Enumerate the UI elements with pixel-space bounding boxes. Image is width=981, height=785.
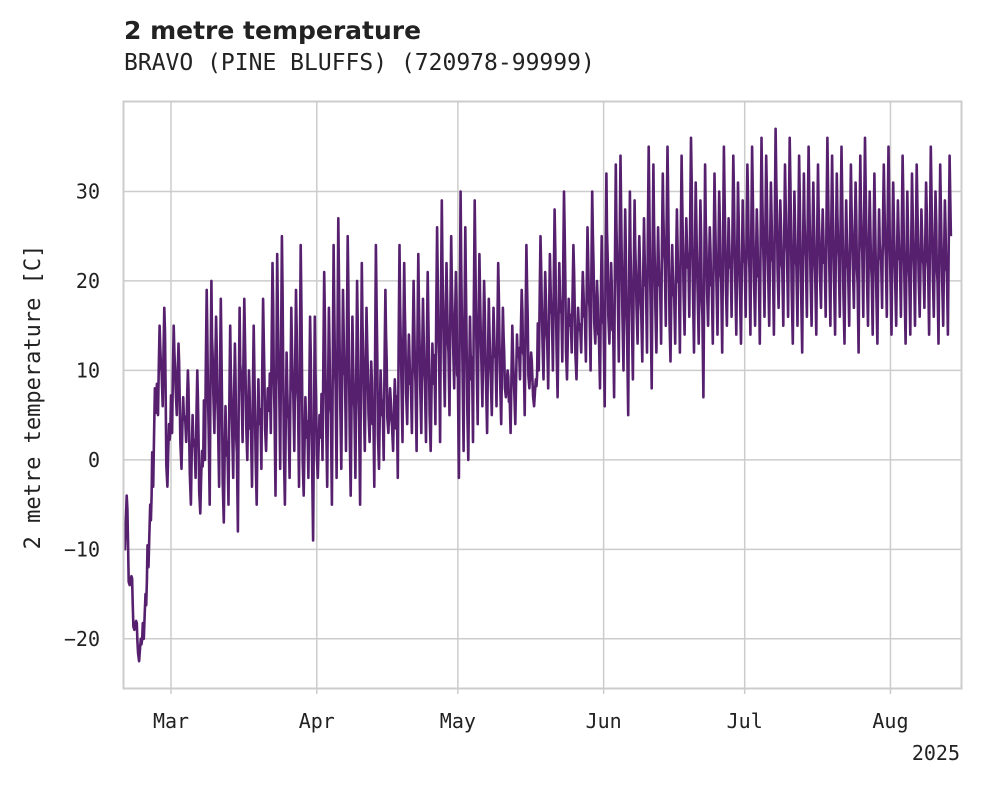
x-tick-label: Mar	[153, 709, 189, 733]
y-tick-label: −10	[64, 537, 100, 561]
chart-subtitle: BRAVO (PINE BLUFFS) (720978-99999)	[124, 50, 595, 76]
x-tick-label: Aug	[872, 709, 908, 733]
y-tick-label: −20	[64, 627, 100, 651]
x-tick-label: Apr	[299, 709, 335, 733]
y-tick-label: 10	[76, 358, 100, 382]
temperature-series-line	[122, 127, 953, 663]
y-tick-label: 30	[76, 179, 100, 203]
y-tick-label: 0	[88, 448, 100, 472]
chart-title: 2 metre temperature	[124, 16, 422, 45]
series-group	[122, 127, 953, 663]
x-tick-label: Jul	[727, 709, 763, 733]
x-year-label: 2025	[912, 741, 960, 765]
x-tick-label: May	[440, 709, 476, 733]
x-tick-label: Jun	[586, 709, 622, 733]
y-tick-label: 20	[76, 269, 100, 293]
plot-frame	[122, 100, 963, 690]
tick-labels: −20 −10 0 10 20 30 Mar Apr May Jun Jul Aug	[64, 179, 909, 733]
y-axis-label: 2 metre temperature [C]	[21, 245, 46, 550]
